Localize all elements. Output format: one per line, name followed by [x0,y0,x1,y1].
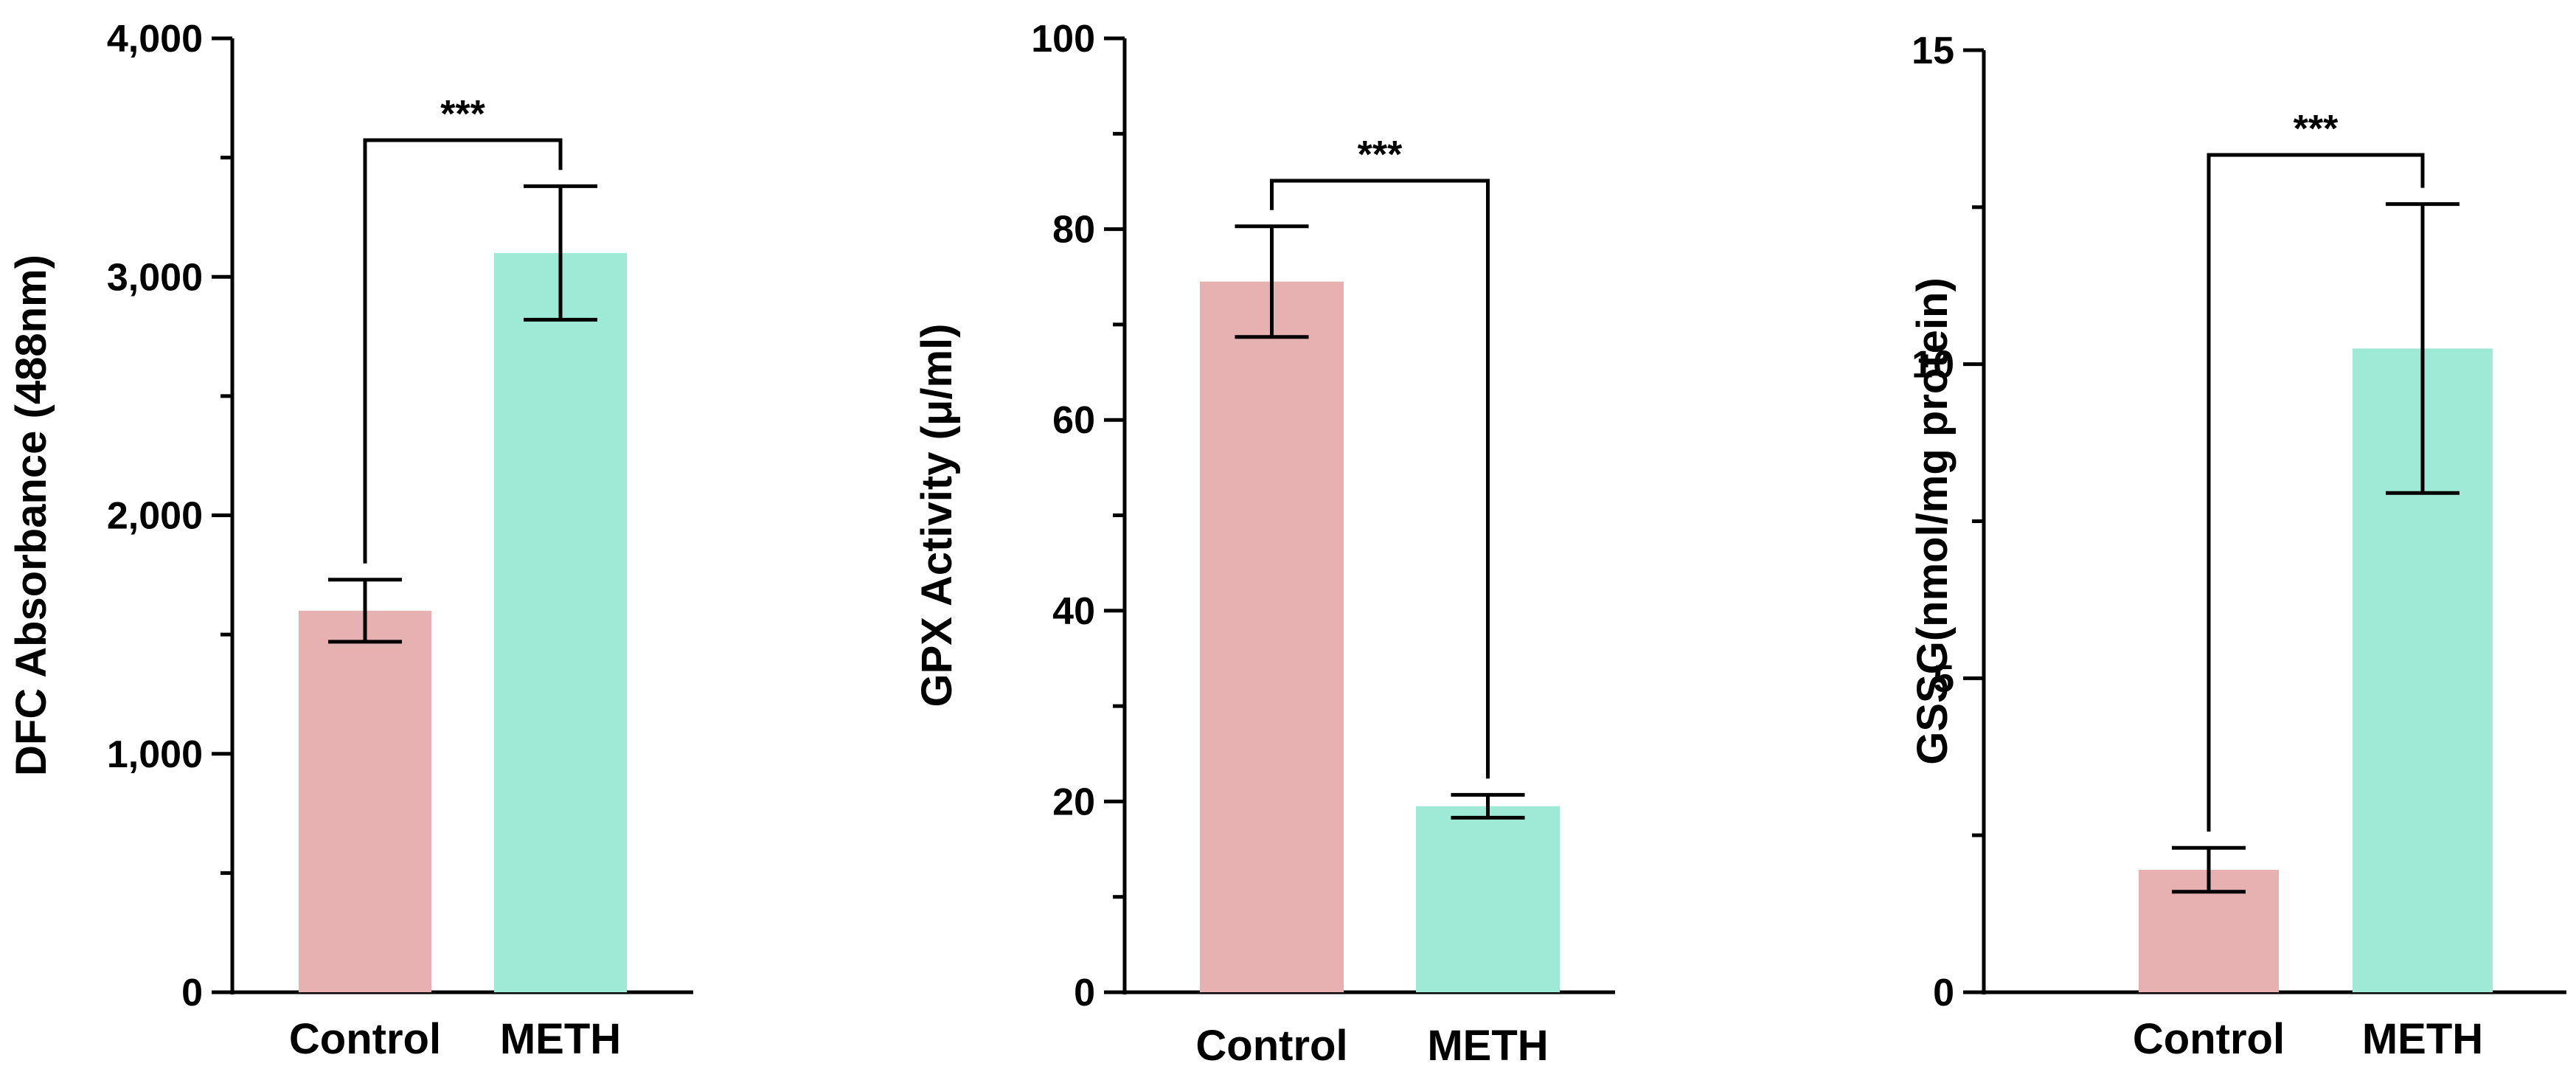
x-category-label: METH [1427,1022,1548,1070]
x-category-label: Control [289,1015,441,1063]
x-category-label: Control [1195,1022,1347,1070]
y-tick-label: 0 [1933,972,1954,1014]
y-tick-label: 3,000 [107,256,203,299]
y-tick-label: 20 [1052,781,1095,823]
y-tick-label: 10 [1912,344,1954,387]
y-tick-label: 0 [1074,972,1095,1014]
y-axis-title: DFC Absorbance (488nm) [7,255,55,776]
y-tick-label: 2,000 [107,495,203,538]
chart-panel-gssg: GSSG(nmol/mg protein) 0 5 10 15 Control METH **… [1733,0,2576,1083]
chart-dfc: DFC Absorbance (488nm) 0 1,000 2,000 3,000 4,… [7,18,693,1063]
chart-panel-gpx: GPX Activity (μ/ml) 0 20 40 60 80 100 Control ME… [870,0,1733,1083]
y-tick-label: 80 [1052,209,1095,252]
bar-meth [1416,806,1560,992]
y-tick-label: 0 [181,972,203,1014]
x-category-label: METH [500,1015,621,1063]
chart-gpx: GPX Activity (μ/ml) 0 20 40 60 80 100 Control ME… [913,18,1615,1070]
y-tick-label: 60 [1052,399,1095,442]
y-tick-label: 4,000 [107,18,203,60]
x-category-label: METH [2362,1015,2483,1063]
x-category-label: Control [2133,1015,2285,1063]
significance-bracket [1270,179,1490,779]
bar-meth [494,252,627,992]
significance-bracket [363,138,563,564]
bar-control [299,610,431,992]
chart-gssg: GSSG(nmol/mg protein) 0 5 10 15 Control METH **… [1909,30,2566,1063]
chart-panel-dfc: DFC Absorbance (488nm) 0 1,000 2,000 3,000 4,… [0,0,870,1083]
y-tick-label: 40 [1052,590,1095,633]
bar-control [1200,281,1344,993]
significance-label: *** [1358,134,1403,176]
significance-label: *** [440,93,485,136]
significance-label: *** [2294,108,2339,150]
significance-bracket [2207,153,2425,832]
y-tick-label: 1,000 [107,733,203,776]
y-tick-label: 5 [1933,657,1954,700]
y-tick-label: 15 [1912,30,1954,72]
y-tick-label: 100 [1031,18,1095,60]
y-axis-title: GPX Activity (μ/ml) [913,324,961,707]
y-axis-title: GSSG(nmol/mg protein) [1909,277,1957,765]
